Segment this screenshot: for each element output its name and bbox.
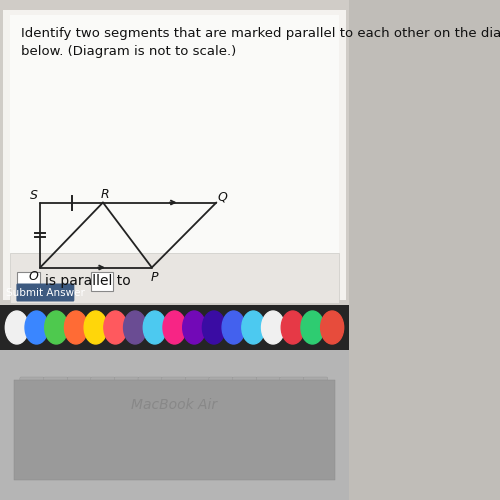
FancyBboxPatch shape (294, 432, 320, 450)
Text: P: P (150, 271, 158, 284)
FancyBboxPatch shape (44, 396, 68, 412)
FancyBboxPatch shape (174, 414, 200, 431)
FancyBboxPatch shape (199, 414, 226, 431)
Text: Identify two segments that are marked parallel to each other on the diagram
belo: Identify two segments that are marked pa… (21, 28, 500, 58)
FancyBboxPatch shape (134, 432, 161, 450)
Bar (0, 350, 349, 500)
Circle shape (301, 311, 324, 344)
FancyBboxPatch shape (222, 451, 254, 468)
FancyBboxPatch shape (280, 396, 304, 412)
FancyBboxPatch shape (138, 396, 162, 412)
FancyBboxPatch shape (107, 432, 134, 450)
FancyBboxPatch shape (122, 414, 148, 431)
FancyBboxPatch shape (240, 432, 268, 450)
Text: Submit Answer: Submit Answer (6, 288, 85, 298)
Circle shape (44, 311, 68, 344)
FancyBboxPatch shape (302, 414, 328, 431)
Circle shape (64, 311, 88, 344)
FancyBboxPatch shape (54, 432, 81, 450)
FancyBboxPatch shape (253, 451, 286, 468)
Circle shape (222, 311, 245, 344)
FancyBboxPatch shape (67, 396, 92, 412)
FancyBboxPatch shape (162, 377, 186, 394)
FancyBboxPatch shape (190, 451, 222, 468)
Circle shape (242, 311, 265, 344)
FancyBboxPatch shape (67, 377, 92, 394)
FancyBboxPatch shape (20, 414, 46, 431)
FancyBboxPatch shape (256, 396, 280, 412)
FancyBboxPatch shape (114, 377, 138, 394)
FancyBboxPatch shape (232, 377, 257, 394)
Circle shape (202, 311, 226, 344)
FancyBboxPatch shape (158, 451, 190, 468)
FancyBboxPatch shape (304, 377, 328, 394)
FancyBboxPatch shape (126, 451, 158, 468)
Circle shape (182, 311, 206, 344)
Circle shape (281, 311, 304, 344)
FancyBboxPatch shape (91, 377, 115, 394)
FancyBboxPatch shape (71, 414, 98, 431)
Circle shape (163, 311, 186, 344)
Bar (4, 10, 345, 300)
Circle shape (6, 311, 28, 344)
FancyBboxPatch shape (62, 451, 94, 468)
Bar (90, 272, 114, 291)
Circle shape (144, 311, 167, 344)
FancyBboxPatch shape (280, 377, 304, 394)
Text: R: R (100, 188, 110, 201)
Circle shape (124, 311, 146, 344)
FancyBboxPatch shape (16, 284, 74, 302)
FancyBboxPatch shape (214, 432, 241, 450)
FancyBboxPatch shape (187, 432, 214, 450)
FancyBboxPatch shape (304, 396, 328, 412)
Circle shape (320, 311, 344, 344)
FancyBboxPatch shape (160, 432, 188, 450)
FancyBboxPatch shape (94, 451, 126, 468)
Bar (14, 380, 335, 480)
Bar (10, 252, 338, 302)
FancyBboxPatch shape (91, 396, 115, 412)
Text: MacBook Air: MacBook Air (132, 398, 218, 412)
FancyBboxPatch shape (96, 414, 123, 431)
Text: Q: Q (217, 190, 227, 203)
Circle shape (104, 311, 127, 344)
FancyBboxPatch shape (209, 377, 233, 394)
FancyBboxPatch shape (20, 377, 44, 394)
Bar (18, 272, 40, 291)
FancyBboxPatch shape (250, 414, 276, 431)
Text: S: S (30, 189, 38, 202)
FancyBboxPatch shape (44, 377, 68, 394)
FancyBboxPatch shape (114, 396, 138, 412)
Text: is parallel to: is parallel to (46, 274, 131, 288)
Bar (0, 305, 349, 350)
Circle shape (262, 311, 284, 344)
FancyBboxPatch shape (80, 432, 108, 450)
FancyBboxPatch shape (266, 432, 294, 450)
FancyBboxPatch shape (162, 396, 186, 412)
FancyBboxPatch shape (27, 432, 54, 450)
FancyBboxPatch shape (138, 377, 162, 394)
FancyBboxPatch shape (148, 414, 174, 431)
Bar (10, 15, 338, 290)
FancyBboxPatch shape (186, 396, 210, 412)
FancyBboxPatch shape (209, 396, 233, 412)
FancyBboxPatch shape (186, 377, 210, 394)
Bar (0, 0, 349, 310)
FancyBboxPatch shape (20, 396, 44, 412)
FancyBboxPatch shape (232, 396, 257, 412)
FancyBboxPatch shape (46, 414, 72, 431)
FancyBboxPatch shape (276, 414, 302, 431)
FancyBboxPatch shape (256, 377, 280, 394)
FancyBboxPatch shape (224, 414, 251, 431)
Circle shape (84, 311, 107, 344)
Text: O: O (29, 270, 39, 283)
Circle shape (25, 311, 48, 344)
